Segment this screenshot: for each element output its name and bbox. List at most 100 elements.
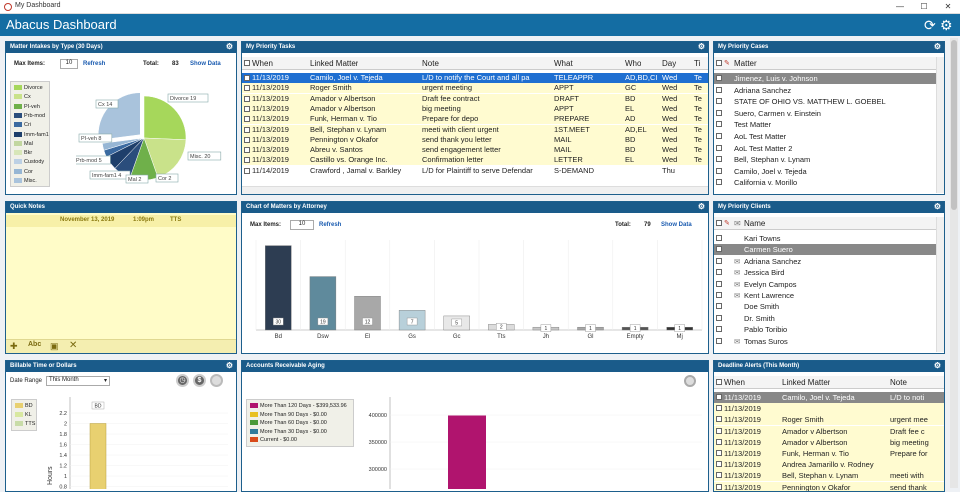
row-checkbox[interactable] bbox=[244, 167, 250, 174]
list-item[interactable]: Pablo Toribio bbox=[714, 324, 936, 336]
row-checkbox[interactable] bbox=[716, 280, 722, 287]
select-all-checkbox[interactable] bbox=[244, 60, 250, 66]
row-checkbox[interactable] bbox=[716, 337, 722, 344]
table-row[interactable]: 11/13/2019 bbox=[714, 403, 944, 415]
table-row[interactable]: 11/13/2019 Amador v Albertson Draft fee co… bbox=[242, 93, 708, 104]
select-all-checkbox[interactable] bbox=[716, 220, 722, 226]
table-row[interactable]: 11/13/2019 Andrea Jamarillo v. Rodney bbox=[714, 459, 944, 471]
gear-icon[interactable]: ⚙ bbox=[697, 42, 705, 51]
column-header[interactable]: Ti bbox=[694, 59, 701, 68]
table-row[interactable]: 11/13/2019 Castillo vs. Orange Inc. Confir… bbox=[242, 155, 708, 166]
row-checkbox[interactable] bbox=[716, 405, 722, 412]
list-item[interactable]: Bell, Stephan v. Lynam bbox=[714, 154, 936, 166]
chart-bar[interactable] bbox=[354, 296, 381, 331]
table-row[interactable]: 11/13/2019 Pennington v Okafor send thank … bbox=[242, 134, 708, 145]
delete-note-icon[interactable]: ✕ bbox=[69, 340, 78, 351]
row-checkbox[interactable] bbox=[716, 438, 722, 445]
column-header[interactable]: When bbox=[724, 378, 745, 387]
column-header[interactable]: When bbox=[252, 59, 273, 68]
chart-bar[interactable] bbox=[89, 423, 107, 490]
row-checkbox[interactable] bbox=[244, 95, 250, 102]
row-checkbox[interactable] bbox=[716, 461, 722, 468]
select-all-checkbox[interactable] bbox=[716, 60, 722, 66]
table-row[interactable]: 11/13/2019 Roger Smith urgent meeting APPT G… bbox=[242, 83, 708, 94]
gear-icon[interactable]: ⚙ bbox=[940, 17, 953, 33]
table-row[interactable]: 11/13/2019 Roger Smith urgent mee bbox=[714, 414, 944, 426]
gear-icon[interactable]: ⚙ bbox=[225, 42, 233, 51]
table-row[interactable]: 11/13/2019 Amador v Albertson big meeting A… bbox=[242, 103, 708, 114]
row-checkbox[interactable] bbox=[716, 292, 722, 298]
dollar-icon[interactable]: $ bbox=[193, 374, 206, 387]
page-scrollbar[interactable] bbox=[950, 38, 958, 488]
row-checkbox[interactable] bbox=[716, 86, 722, 93]
list-item[interactable]: STATE OF OHIO VS. MATTHEW L. GOEBEL bbox=[714, 96, 936, 108]
column-header[interactable]: Who bbox=[625, 59, 642, 68]
column-header[interactable]: Note bbox=[890, 378, 907, 387]
list-item[interactable]: ✉ Evelyn Campos bbox=[714, 278, 936, 290]
add-note-icon[interactable]: ✚ bbox=[10, 341, 18, 351]
list-item[interactable]: ✉ Kent Lawrence bbox=[714, 290, 936, 301]
list-item[interactable]: AoL Test Matter bbox=[714, 131, 936, 142]
row-checkbox[interactable] bbox=[716, 133, 722, 139]
close-button[interactable]: ✕ bbox=[944, 2, 952, 11]
toggle-icon[interactable] bbox=[684, 375, 696, 387]
row-checkbox[interactable] bbox=[716, 326, 722, 333]
table-row[interactable]: 11/13/2019 Amador v Albertson big meeting bbox=[714, 436, 944, 448]
show-data-link[interactable]: Show Data bbox=[190, 61, 221, 67]
list-item[interactable]: Suero, Carmen v. Einstein bbox=[714, 107, 936, 119]
row-checkbox[interactable] bbox=[244, 105, 250, 112]
refresh-link[interactable]: Refresh bbox=[83, 61, 106, 67]
clients-vscroll[interactable] bbox=[936, 217, 944, 352]
table-row[interactable]: 11/14/2019 Crawford , Jamal v. Barkley L/D… bbox=[242, 165, 708, 176]
row-checkbox[interactable] bbox=[716, 179, 722, 186]
refresh-link[interactable]: Refresh bbox=[319, 222, 342, 228]
row-checkbox[interactable] bbox=[244, 75, 250, 81]
row-checkbox[interactable] bbox=[244, 157, 250, 164]
table-row[interactable]: 11/13/2019 Bell, Stephan v. Lynam meeti wi… bbox=[242, 124, 708, 135]
list-item[interactable]: Carmen Suero bbox=[714, 244, 936, 256]
row-checkbox[interactable] bbox=[716, 75, 722, 81]
row-checkbox[interactable] bbox=[716, 314, 722, 321]
column-header[interactable]: Note bbox=[422, 59, 439, 68]
row-checkbox[interactable] bbox=[716, 269, 722, 276]
list-item[interactable]: Dr. Smith bbox=[714, 312, 936, 324]
column-header[interactable]: Linked Matter bbox=[310, 59, 359, 68]
row-checkbox[interactable] bbox=[716, 394, 722, 400]
date-range-select[interactable]: This Month ▾ bbox=[46, 376, 110, 386]
row-checkbox[interactable] bbox=[716, 483, 722, 490]
chart-bar[interactable] bbox=[265, 245, 292, 331]
tasks-hscroll[interactable] bbox=[242, 186, 708, 194]
table-row[interactable]: 11/13/2019 Pennington v Okafor send thank bbox=[714, 481, 944, 491]
row-checkbox[interactable] bbox=[244, 126, 250, 133]
save-note-icon[interactable]: ▣ bbox=[50, 341, 59, 351]
row-checkbox[interactable] bbox=[244, 147, 250, 154]
table-row[interactable]: 11/13/2019 Funk, Herman v. Tio Prepare for… bbox=[242, 114, 708, 125]
show-data-link[interactable]: Show Data bbox=[661, 222, 692, 228]
list-item[interactable]: Test Matter bbox=[714, 119, 936, 131]
list-item[interactable]: AoL Test Matter 2 bbox=[714, 142, 936, 154]
row-checkbox[interactable] bbox=[716, 472, 722, 479]
table-row[interactable]: 11/13/2019 Bell, Stephan v. Lynam meeti wi… bbox=[714, 470, 944, 482]
table-row[interactable]: 11/13/2019 Camilo, Joel v. Tejeda L/D to n… bbox=[714, 392, 944, 403]
row-checkbox[interactable] bbox=[716, 416, 722, 423]
row-checkbox[interactable] bbox=[716, 303, 722, 310]
gear-icon[interactable]: ⚙ bbox=[225, 361, 233, 370]
list-item[interactable]: Jimenez, Luis v. Johnson bbox=[714, 73, 936, 84]
list-item[interactable]: ✉ Tomas Suros bbox=[714, 335, 936, 347]
column-header[interactable]: Day bbox=[662, 59, 677, 68]
list-item[interactable]: Camilo, Joel v. Tejeda bbox=[714, 165, 936, 177]
maximize-button[interactable]: ☐ bbox=[920, 2, 928, 11]
clock-icon[interactable]: ◷ bbox=[176, 374, 189, 387]
gear-icon[interactable]: ⚙ bbox=[933, 361, 941, 370]
select-all-checkbox[interactable] bbox=[716, 379, 722, 385]
row-checkbox[interactable] bbox=[244, 136, 250, 143]
list-item[interactable]: California v. Morillo bbox=[714, 177, 936, 189]
row-checkbox[interactable] bbox=[716, 427, 722, 434]
table-row[interactable]: 11/13/2019 Funk, Herman v. Tio Prepare for bbox=[714, 448, 944, 459]
pie-slice[interactable] bbox=[143, 95, 187, 141]
row-checkbox[interactable] bbox=[716, 144, 722, 151]
pie-slice[interactable] bbox=[102, 137, 145, 151]
row-checkbox[interactable] bbox=[716, 246, 722, 253]
table-row[interactable]: 11/13/2019 Amador v Albertson Draft fee c bbox=[714, 425, 944, 437]
spellcheck-icon[interactable]: Abc bbox=[28, 341, 42, 348]
